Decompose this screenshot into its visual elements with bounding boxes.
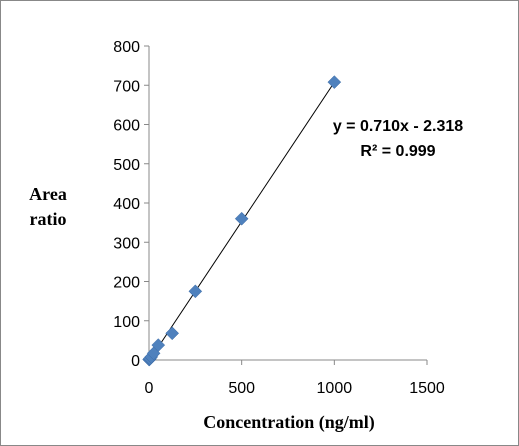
y-tick-label: 400 — [113, 196, 140, 213]
data-points — [142, 75, 342, 367]
y-tick-label: 600 — [113, 118, 140, 135]
data-point-marker — [327, 75, 342, 89]
x-tick-label: 1000 — [317, 380, 353, 397]
y-tick-label: 0 — [131, 353, 140, 370]
y-tick-label: 500 — [113, 157, 140, 174]
y-axis-ticks: 0 100 200 300 400 500 600 700 800 — [113, 39, 149, 370]
y-tick-label: 200 — [113, 275, 140, 292]
y-tick-label: 100 — [113, 314, 140, 331]
x-axis-ticks: 0 500 1000 1500 — [145, 360, 445, 397]
y-tick-label: 300 — [113, 235, 140, 252]
trendline-equation: y = 0.710x - 2.318 — [333, 118, 463, 135]
y-tick-label: 700 — [113, 78, 140, 95]
data-point-marker — [188, 284, 203, 299]
y-tick-label: 800 — [113, 39, 140, 56]
data-point-marker — [165, 326, 180, 341]
x-tick-label: 0 — [145, 380, 154, 397]
data-point-marker — [151, 338, 166, 352]
data-point-marker — [234, 211, 249, 226]
y-axis-title-line-1: Area — [29, 184, 67, 204]
y-axis-title-line-2: ratio — [30, 209, 67, 229]
x-tick-label: 1500 — [409, 380, 445, 397]
x-axis-title: Concentration (ng/ml) — [203, 412, 374, 433]
trendline-r2: R² = 0.999 — [360, 143, 435, 160]
x-tick-label: 500 — [228, 380, 255, 397]
